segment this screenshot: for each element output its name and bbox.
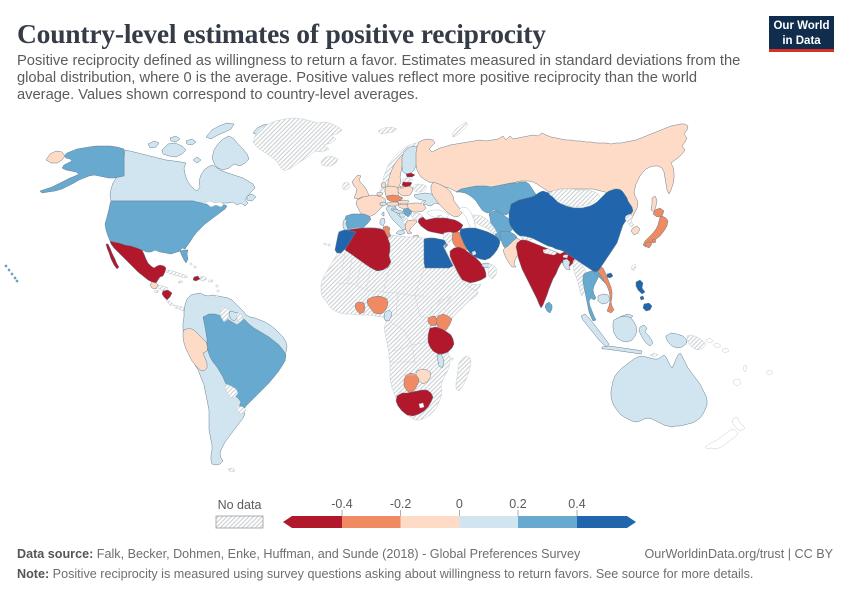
svg-text:0.2: 0.2 [509, 497, 526, 511]
svg-text:-0.2: -0.2 [390, 497, 412, 511]
svg-text:0: 0 [456, 497, 463, 511]
svg-text:-0.4: -0.4 [331, 497, 353, 511]
svg-text:0.4: 0.4 [568, 497, 585, 511]
svg-text:No data: No data [218, 498, 262, 512]
